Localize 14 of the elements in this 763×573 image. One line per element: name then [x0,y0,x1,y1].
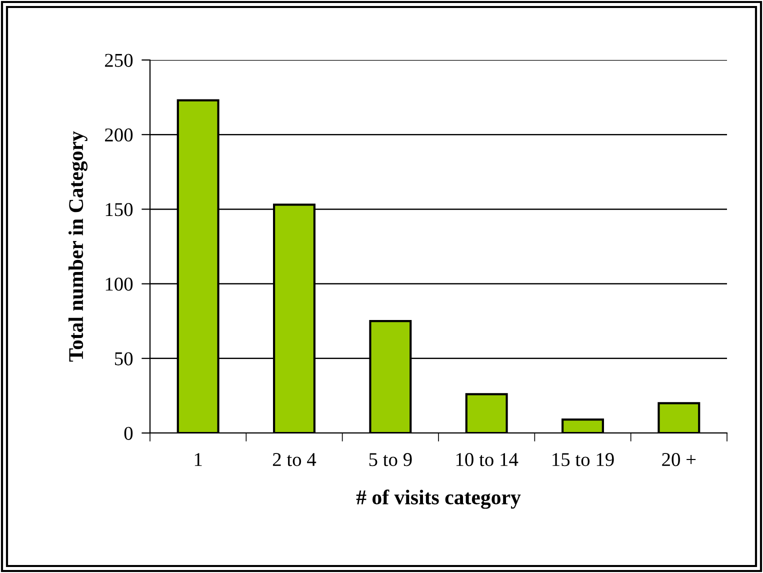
y-tick-label: 150 [106,203,133,216]
y-tick-label: 0 [124,426,133,440]
y-axis-title: Total number in Category [68,131,88,362]
x-tick-label: 2 to 4 [272,453,316,466]
y-tick-label: 200 [105,128,133,142]
x-axis-title: # of visits category [356,490,521,509]
x-tick-label: 1 [194,453,202,466]
x-tick-label: 20 + [662,453,696,466]
x-tick-label: 5 to 9 [369,453,412,466]
x-tick-label: 15 to 19 [552,453,614,466]
y-tick-label: 250 [105,54,133,67]
y-tick-label: 100 [106,278,133,291]
y-tick-label: 50 [115,352,133,366]
x-tick-label: 10 to 14 [456,453,518,466]
